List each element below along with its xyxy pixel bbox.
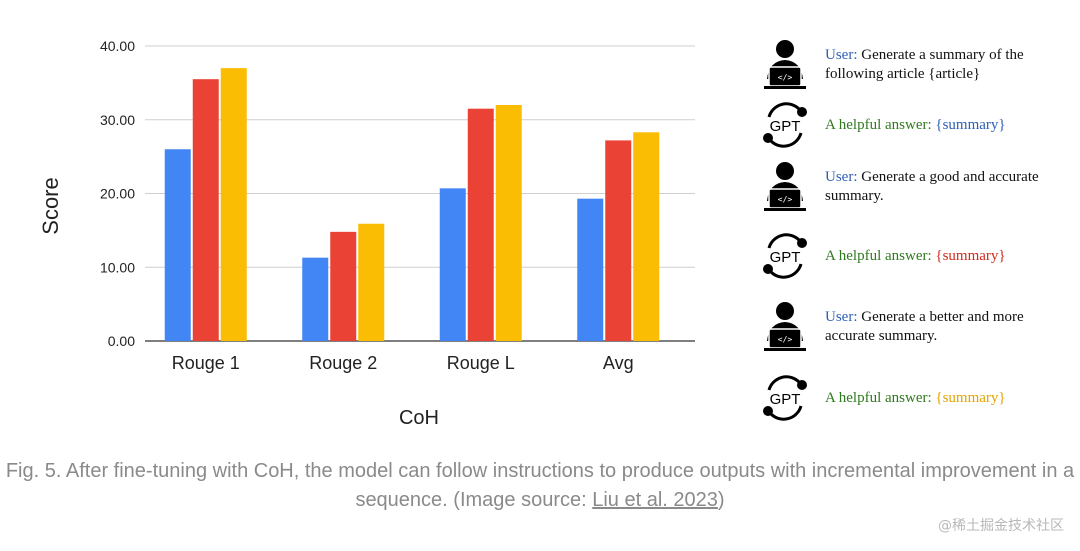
svg-text:</>: </> — [778, 335, 793, 344]
bars — [164, 68, 660, 341]
caption-text: Fig. 5. After fine-tuning with CoH, the … — [5, 460, 1075, 511]
bar-rouge-1-s1 — [164, 149, 191, 341]
user-laptop-icon: </> — [755, 297, 815, 357]
x-tick-labels: Rouge 1 Rouge 2 Rouge L Avg — [172, 353, 634, 373]
x-tick-label: Rouge 1 — [172, 353, 240, 373]
user-turn-2: </> User: Generate a good and accurate s… — [755, 157, 1065, 217]
svg-text:GPT: GPT — [770, 118, 801, 135]
user-laptop-icon: </> — [755, 35, 815, 95]
speaker-label: User: — [825, 47, 858, 63]
svg-text:</>: </> — [778, 73, 793, 82]
y-axis-label: Score — [38, 177, 63, 234]
message-text: Generate a better and more accurate summ… — [825, 309, 1024, 344]
bar-rouge-2-s3 — [358, 223, 385, 341]
bar-rouge-2-s1 — [302, 257, 329, 341]
bar-avg-s3 — [633, 132, 660, 341]
x-tick-label: Rouge L — [447, 353, 515, 373]
y-tick-label: 0.00 — [108, 333, 135, 349]
user-turn-3: </> User: Generate a better and more acc… — [755, 297, 1065, 357]
answer-turn-1: GPT A helpful answer: {summary} — [755, 95, 1065, 155]
y-tick-label: 30.00 — [100, 112, 135, 128]
bar-avg-s1 — [577, 198, 604, 341]
source-link[interactable]: Liu et al. 2023 — [592, 489, 718, 511]
watermark: @稀土掘金技术社区 — [938, 518, 1064, 534]
x-tick-label: Avg — [603, 353, 634, 373]
x-tick-label: Rouge 2 — [309, 353, 377, 373]
y-tick-label: 10.00 — [100, 259, 135, 275]
speaker-label: User: — [825, 169, 858, 185]
summary-placeholder: {summary} — [931, 389, 1006, 406]
gpt-cycle-icon: GPT — [755, 95, 815, 155]
gpt-cycle-icon: GPT — [755, 226, 815, 286]
speaker-label: A helpful answer: — [825, 389, 932, 406]
speaker-label: A helpful answer: — [825, 116, 932, 133]
user-turn-1: </> User: Generate a summary of the foll… — [755, 35, 1065, 95]
svg-text:GPT: GPT — [770, 249, 801, 266]
bar-rouge-l-s3 — [495, 105, 522, 341]
bar-rouge-l-s1 — [439, 188, 466, 341]
answer-turn-3: GPT A helpful answer: {summary} — [755, 368, 1065, 428]
bar-rouge-1-s3 — [220, 68, 247, 341]
gpt-cycle-icon: GPT — [755, 368, 815, 428]
answer-turn-2: GPT A helpful answer: {summary} — [755, 226, 1065, 286]
x-axis-label: CoH — [399, 407, 439, 429]
y-tick-labels: 0.00 10.00 20.00 30.00 40.00 — [100, 38, 135, 349]
user-laptop-icon: </> — [755, 157, 815, 217]
bar-rouge-1-s2 — [192, 79, 219, 341]
message-text: Generate a good and accurate summary. — [825, 169, 1039, 204]
summary-placeholder: {summary} — [931, 116, 1006, 133]
svg-text:GPT: GPT — [770, 391, 801, 408]
caption-suffix: ) — [717, 489, 725, 511]
speaker-label: A helpful answer: — [825, 247, 932, 264]
summary-placeholder: {summary} — [931, 247, 1006, 264]
message-text: Generate a summary of the following arti… — [825, 47, 1024, 82]
bar-rouge-2-s2 — [330, 231, 357, 341]
y-tick-label: 40.00 — [100, 38, 135, 54]
y-tick-label: 20.00 — [100, 186, 135, 202]
speaker-label: User: — [825, 309, 858, 325]
figure-caption: Fig. 5. After fine-tuning with CoH, the … — [0, 457, 1080, 515]
bar-rouge-l-s2 — [467, 108, 494, 341]
bar-avg-s2 — [605, 140, 632, 341]
svg-text:</>: </> — [778, 195, 793, 204]
